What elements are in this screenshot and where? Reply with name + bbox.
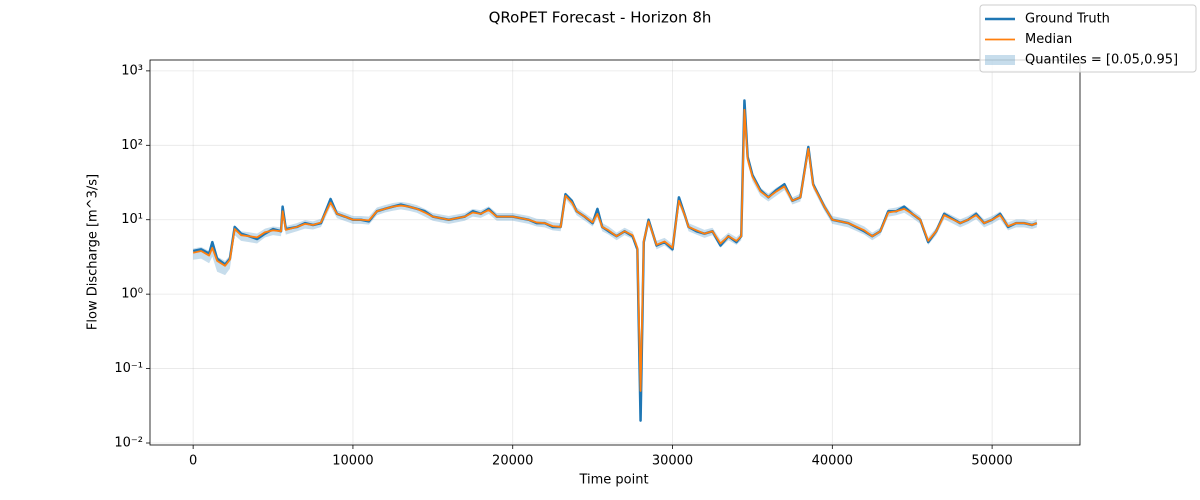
legend-label: Quantiles = [0.05,0.95] xyxy=(1025,53,1178,68)
y-tick-label: 10¹ xyxy=(121,212,143,227)
y-tick-label: 10⁻¹ xyxy=(114,361,143,376)
legend-box xyxy=(979,4,1197,73)
x-tick-label: 40000 xyxy=(812,454,853,469)
x-axis-label: Time point xyxy=(578,473,648,488)
legend-label: Median xyxy=(1025,32,1072,47)
series-line xyxy=(192,99,1038,422)
series-line xyxy=(192,108,1038,392)
x-tick-label: 50000 xyxy=(971,454,1012,469)
legend-label: Ground Truth xyxy=(1025,12,1110,27)
x-tick-label: 30000 xyxy=(652,454,693,469)
chart-title: QRoPET Forecast - Horizon 8h xyxy=(489,9,712,27)
legend-swatch xyxy=(985,55,1015,65)
x-tick-label: 0 xyxy=(189,454,197,469)
x-tick-label: 10000 xyxy=(332,454,373,469)
x-tick-label: 20000 xyxy=(492,454,533,469)
quantile-band xyxy=(193,105,1037,399)
axes-frame xyxy=(149,59,1081,446)
y-tick-label: 10⁻² xyxy=(114,436,143,451)
y-tick-label: 10² xyxy=(121,138,143,153)
y-axis-label: Flow Discharge [m^3/s] xyxy=(86,174,101,330)
y-tick-label: 10³ xyxy=(121,63,143,78)
y-tick-label: 10⁰ xyxy=(121,287,143,302)
